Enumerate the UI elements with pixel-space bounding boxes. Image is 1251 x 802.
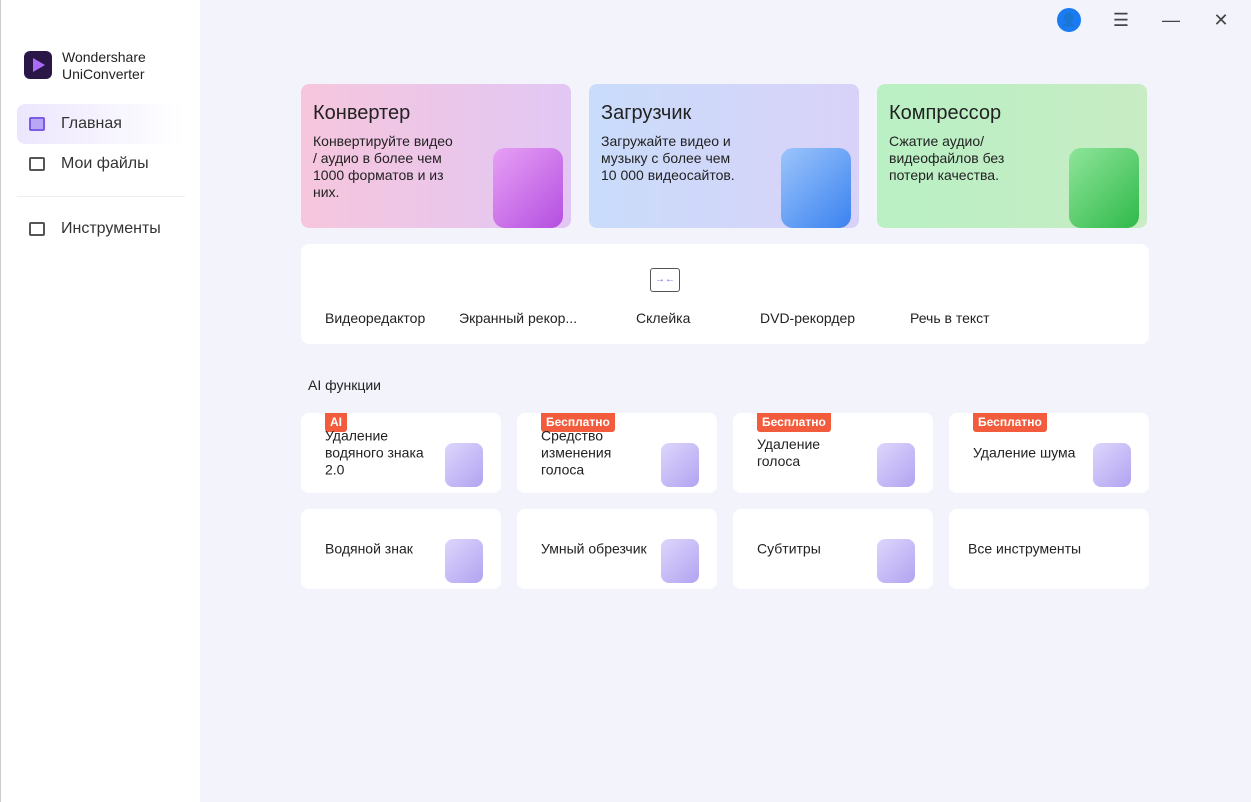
- tool-speech-to-text[interactable]: Речь в текст: [910, 310, 990, 326]
- feature-vocal-remover[interactable]: Бесплатно Удаление голоса: [733, 413, 933, 493]
- ai-badge: AI: [325, 413, 347, 432]
- free-badge: Бесплатно: [973, 413, 1047, 432]
- feature-label: Умный обрезчик: [541, 540, 647, 557]
- feature-voice-changer[interactable]: Бесплатно Средство изменения голоса: [517, 413, 717, 493]
- section-title: AI функции: [308, 377, 381, 393]
- feature-smart-trimmer[interactable]: Умный обрезчик: [517, 509, 717, 589]
- tool-dvd-burner[interactable]: DVD-рекордер: [760, 310, 856, 326]
- download-icon: [781, 148, 851, 228]
- compress-icon: [1069, 148, 1139, 228]
- free-badge: Бесплатно: [757, 413, 831, 432]
- feature-watermark-remover[interactable]: AI Удаление водяного знака 2.0: [301, 413, 501, 493]
- feature-label: Водяной знак: [325, 540, 413, 557]
- tool-video-editor[interactable]: Видеоредактор: [325, 310, 426, 326]
- headphones-icon: [1093, 443, 1131, 487]
- divider: [17, 196, 185, 197]
- card-title: Конвертер: [313, 102, 411, 124]
- app-name: Wondershare UniConverter: [62, 49, 146, 83]
- sidebar-item-label: Мои файлы: [61, 155, 149, 172]
- subtitle-icon: [877, 539, 915, 583]
- close-icon[interactable]: ✕: [1213, 9, 1229, 30]
- toolbox-icon: [29, 222, 45, 236]
- downloader-card[interactable]: Загрузчик Загружайте видео и музыку с бол…: [589, 84, 859, 228]
- feature-all-tools[interactable]: Все инструменты: [949, 509, 1149, 589]
- sidebar-item-label: Инструменты: [61, 220, 161, 237]
- feature-label: Средство изменения голоса: [541, 427, 612, 478]
- feature-label: Удаление шума: [973, 444, 1076, 461]
- merge-icon: →←: [650, 268, 680, 292]
- sidebar-item-home[interactable]: Главная: [17, 104, 185, 144]
- card-desc: Сжатие аудио/ видеофайлов без потери кач…: [889, 133, 1005, 183]
- brand-line1: Wondershare: [62, 49, 146, 65]
- ai-trim-icon: [661, 539, 699, 583]
- voice-changer-icon: [661, 443, 699, 487]
- home-icon: [29, 117, 45, 131]
- folder-icon: [29, 157, 45, 171]
- vocal-remover-icon: [877, 443, 915, 487]
- sidebar-item-label: Главная: [61, 115, 122, 132]
- feature-label: Субтитры: [757, 540, 821, 557]
- compressor-card[interactable]: Компрессор Сжатие аудио/ видеофайлов без …: [877, 84, 1147, 228]
- tool-merger[interactable]: Склейка: [636, 310, 691, 326]
- brand-line2: UniConverter: [62, 66, 145, 82]
- feature-label: Удаление голоса: [757, 436, 821, 469]
- feature-label: Удаление водяного знака 2.0: [325, 427, 424, 478]
- feature-noise-remover[interactable]: Бесплатно Удаление шума: [949, 413, 1149, 493]
- sidebar-item-my-files[interactable]: Мои файлы: [17, 144, 185, 184]
- menu-icon[interactable]: ☰: [1112, 9, 1130, 30]
- free-badge: Бесплатно: [541, 413, 615, 432]
- window-controls: 👤 ☰ — ✕: [1057, 8, 1231, 32]
- converter-icon: [493, 148, 563, 228]
- feature-label: Все инструменты: [968, 540, 1082, 557]
- sidebar: Wondershare UniConverter Главная Мои файл…: [0, 0, 200, 802]
- tool-screen-recorder[interactable]: Экранный рекор...: [459, 310, 578, 326]
- app-logo: [24, 51, 52, 79]
- feature-subtitles[interactable]: Субтитры: [733, 509, 933, 589]
- tools-bar: →← Видеоредактор Экранный рекор... Склей…: [301, 244, 1149, 344]
- card-title: Компрессор: [889, 102, 1002, 124]
- watermark-remove-icon: [445, 443, 483, 487]
- card-desc: Конвертируйте видео / аудио в более чем …: [313, 133, 453, 200]
- card-title: Загрузчик: [601, 102, 692, 124]
- feature-watermark[interactable]: Водяной знак: [301, 509, 501, 589]
- watermark-icon: [445, 539, 483, 583]
- converter-card[interactable]: Конвертер Конвертируйте видео / аудио в б…: [301, 84, 571, 228]
- sidebar-item-tools[interactable]: Инструменты: [17, 209, 185, 249]
- minimize-icon[interactable]: —: [1162, 9, 1180, 30]
- card-desc: Загружайте видео и музыку с более чем 10…: [601, 133, 735, 183]
- user-icon[interactable]: 👤: [1057, 8, 1081, 32]
